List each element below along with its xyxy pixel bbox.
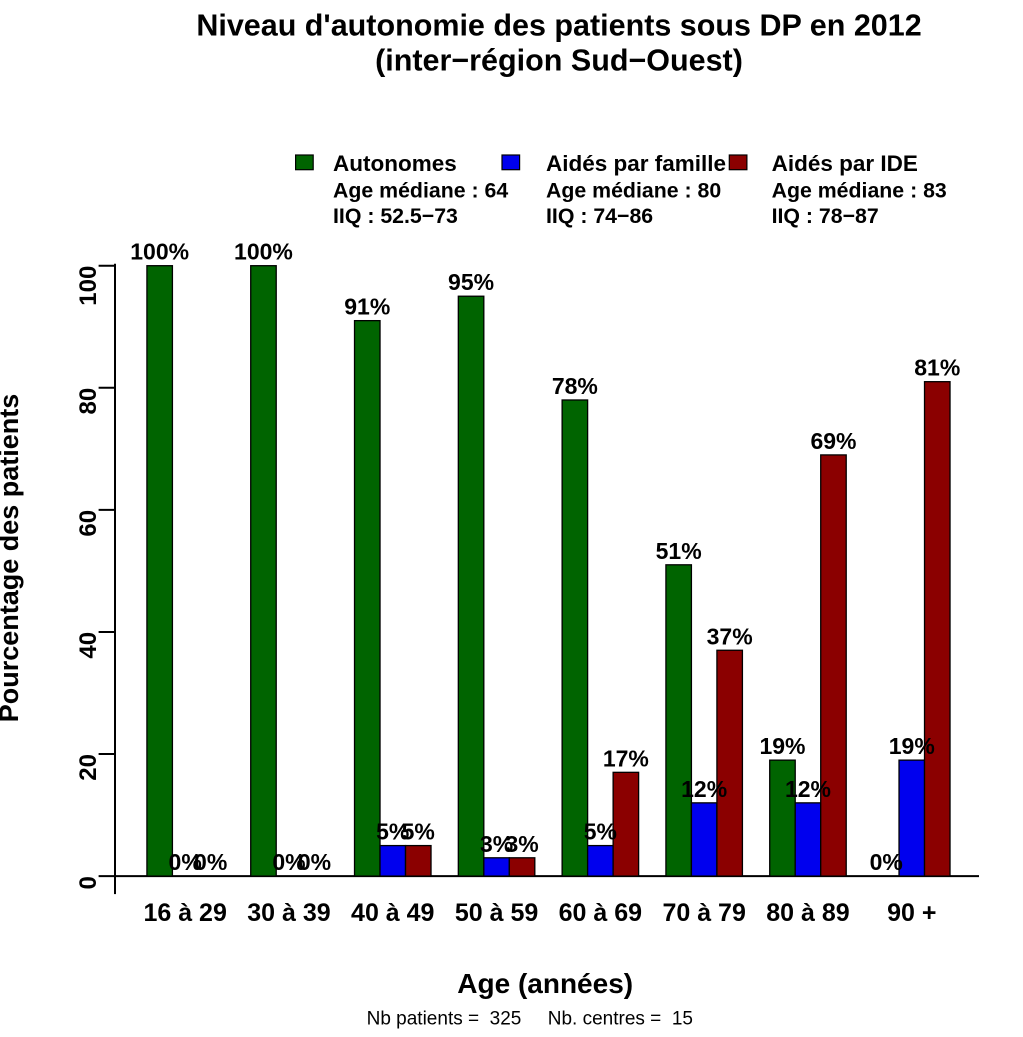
svg-text:Autonomes: Autonomes [333, 151, 457, 176]
svg-text:40: 40 [75, 632, 102, 659]
svg-text:78%: 78% [552, 373, 598, 399]
svg-text:50 à 59: 50 à 59 [455, 899, 538, 927]
svg-text:60: 60 [75, 510, 102, 537]
svg-text:69%: 69% [810, 428, 856, 454]
svg-text:Age médiane : 83: Age médiane : 83 [772, 179, 947, 203]
svg-text:30 à 39: 30 à 39 [247, 899, 330, 927]
svg-text:Age (années): Age (années) [457, 968, 633, 999]
svg-text:19%: 19% [759, 733, 805, 759]
svg-text:Aidés par famille: Aidés par famille [546, 151, 726, 176]
svg-text:Nb patients = 325 Nb. cen: Nb patients = 325 Nb. centres = 15 [367, 1008, 693, 1029]
svg-text:17%: 17% [603, 745, 649, 771]
svg-text:60 à 69: 60 à 69 [559, 899, 642, 927]
svg-text:Niveau d'autonomie des patient: Niveau d'autonomie des patients sous DP … [196, 9, 921, 43]
svg-text:Pourcentage des patients: Pourcentage des patients [0, 394, 24, 723]
svg-text:100: 100 [75, 266, 102, 306]
svg-text:IIQ : 52.5−73: IIQ : 52.5−73 [333, 204, 458, 228]
svg-text:(inter−région Sud−Ouest): (inter−région Sud−Ouest) [375, 44, 743, 78]
svg-text:91%: 91% [344, 294, 390, 320]
svg-text:81%: 81% [914, 355, 960, 381]
svg-text:0: 0 [75, 876, 102, 889]
svg-text:3%: 3% [505, 831, 538, 857]
svg-text:100%: 100% [130, 239, 189, 265]
svg-text:0%: 0% [194, 849, 227, 875]
svg-text:16 à 29: 16 à 29 [143, 899, 226, 927]
svg-text:51%: 51% [656, 538, 702, 564]
svg-text:19%: 19% [889, 733, 935, 759]
svg-text:Age médiane : 64: Age médiane : 64 [333, 179, 508, 203]
svg-text:95%: 95% [448, 269, 494, 295]
svg-text:20: 20 [75, 754, 102, 781]
svg-text:Aidés par IDE: Aidés par IDE [772, 151, 918, 176]
svg-text:5%: 5% [584, 819, 617, 845]
svg-text:Age médiane : 80: Age médiane : 80 [546, 179, 721, 203]
svg-text:12%: 12% [681, 776, 727, 802]
svg-text:5%: 5% [402, 819, 435, 845]
svg-text:40 à 49: 40 à 49 [351, 899, 434, 927]
svg-text:IIQ : 78−87: IIQ : 78−87 [772, 204, 879, 228]
svg-text:80: 80 [75, 388, 102, 415]
svg-text:70 à 79: 70 à 79 [662, 899, 745, 927]
svg-text:37%: 37% [707, 623, 753, 649]
svg-text:100%: 100% [234, 239, 293, 265]
svg-text:IIQ : 74−86: IIQ : 74−86 [546, 204, 653, 228]
svg-text:0%: 0% [298, 849, 331, 875]
svg-text:80 à 89: 80 à 89 [766, 899, 849, 927]
svg-text:12%: 12% [785, 776, 831, 802]
svg-text:0%: 0% [870, 849, 903, 875]
svg-text:90 +: 90 + [887, 899, 936, 927]
